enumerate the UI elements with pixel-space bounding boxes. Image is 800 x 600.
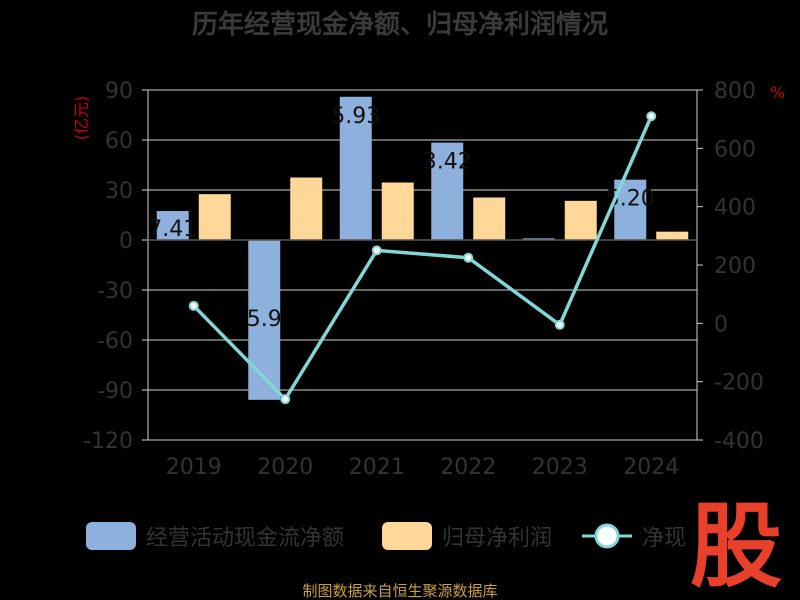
left-tick-label: -90 (97, 379, 133, 404)
right-tick-label: -200 (714, 371, 764, 396)
bar-cashflow-2022 (431, 142, 464, 240)
x-tick-label: 2024 (623, 455, 679, 480)
x-tick-label: 2020 (257, 455, 313, 480)
data-label-cashflow-2021: 5.93 (331, 104, 380, 129)
bar-netprofit-2022 (473, 197, 506, 240)
right-tick-label: 800 (714, 79, 756, 104)
bar-cashflow-2021 (339, 96, 372, 241)
data-label-cashflow-2020: 5.9 (247, 307, 282, 332)
left-tick-label: 60 (105, 129, 133, 154)
legend-swatch-cashflow (86, 522, 136, 550)
data-label-cashflow-2022: 3.42 (423, 150, 472, 175)
source-footer: 制图数据来自恒生聚源数据库 (302, 582, 497, 600)
right-tick-label: 200 (714, 254, 756, 279)
right-tick-label: 0 (714, 312, 728, 337)
line-point-2020 (280, 394, 291, 405)
bar-netprofit-2020 (290, 177, 323, 240)
legend-marker-ratio (594, 523, 620, 549)
left-tick-label: 30 (105, 179, 133, 204)
left-tick-label: 0 (119, 229, 133, 254)
chart-title: 历年经营现金净额、归母净利润情况 (192, 9, 608, 40)
right-axis-ticks: 800 600 400 200 0 -200 -400 (697, 79, 764, 454)
bar-netprofit-2021 (381, 182, 414, 240)
x-axis-ticks: 2019 2020 2021 2022 2023 2024 (166, 455, 680, 480)
left-tick-label: -60 (97, 329, 133, 354)
right-axis-unit: % (770, 83, 785, 102)
left-tick-label: -30 (97, 279, 133, 304)
bar-netprofit-2019 (198, 194, 231, 240)
bar-netprofit-2024 (656, 231, 689, 240)
line-point-2023 (554, 319, 565, 330)
bars: 7.415.95.933.425.20 (148, 96, 697, 400)
line-point-2024 (646, 111, 657, 122)
x-tick-label: 2022 (440, 455, 496, 480)
legend-swatch-netprofit (382, 522, 432, 550)
line-point-2021 (371, 245, 382, 256)
right-tick-label: 600 (714, 137, 756, 162)
x-tick-label: 2021 (349, 455, 405, 480)
line-point-2019 (188, 300, 199, 311)
bar-cashflow-2020 (248, 240, 281, 400)
left-tick-label: -120 (83, 429, 133, 454)
bar-netprofit-2023 (564, 200, 597, 240)
line-series (188, 111, 657, 405)
legend-label-netprofit: 归母净利润 (442, 526, 552, 551)
line-point-2022 (463, 252, 474, 263)
legend: 经营活动现金流净额 归母净利润 净现 (86, 522, 686, 551)
legend-label-ratio: 净现 (642, 526, 686, 551)
gridlines (147, 89, 698, 441)
left-axis-unit: (亿元) (72, 96, 91, 141)
x-tick-label: 2023 (532, 455, 588, 480)
bar-cashflow-2019 (156, 210, 189, 240)
legend-label-cashflow: 经营活动现金流净额 (146, 526, 344, 551)
left-tick-label: 90 (105, 79, 133, 104)
right-tick-label: 400 (714, 196, 756, 221)
logo-mark: 股 (690, 493, 782, 600)
left-axis-ticks: 90 60 30 0 -30 -60 -90 -120 (83, 79, 148, 454)
right-tick-label: -400 (714, 429, 764, 454)
bar-cashflow-2023 (522, 238, 555, 240)
x-tick-label: 2019 (166, 455, 222, 480)
data-label-cashflow-2019: 7.41 (148, 217, 197, 242)
line-path (192, 115, 653, 402)
